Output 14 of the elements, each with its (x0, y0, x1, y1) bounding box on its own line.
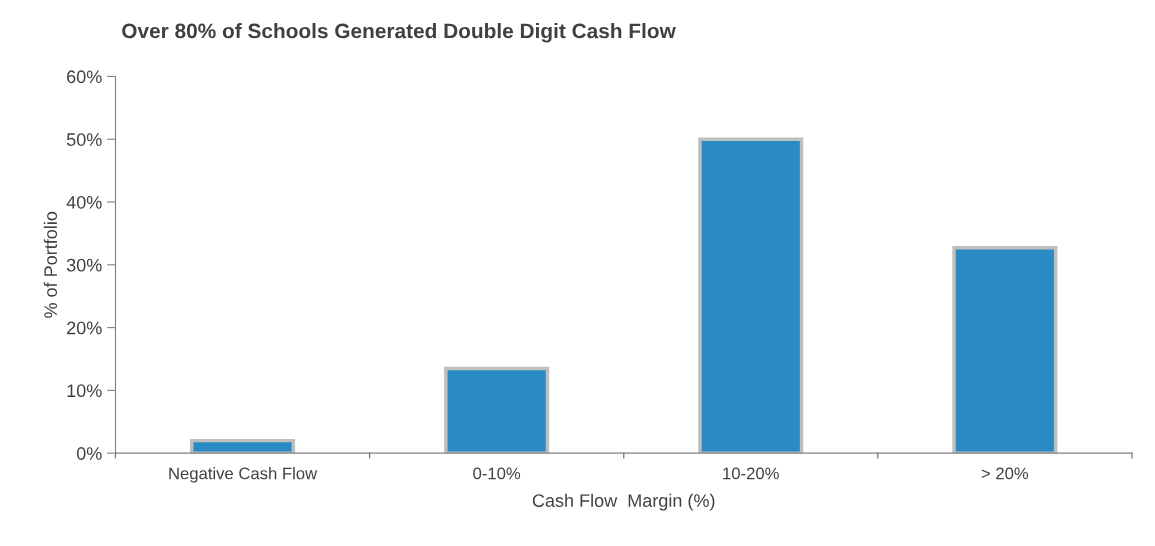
y-tick-label: 10% (67, 384, 102, 398)
y-tick-label: 0% (76, 447, 102, 460)
y-tick-label: 50% (66, 133, 102, 146)
x-tick-label: Negative Cash Flow (169, 467, 318, 483)
x-tick-label: > 20% (981, 467, 1029, 480)
x-axis-title: Cash Flow Margin (%) (532, 493, 715, 511)
x-tick-label: 0-10% (473, 467, 521, 480)
chart-title: Over 80% of Schools Generated Double Digit Cash Flow (122, 23, 676, 43)
y-tick-label: 20% (67, 321, 102, 335)
y-tick-label: 40% (66, 195, 102, 209)
y-tick-label: 60% (67, 70, 102, 84)
y-axis-title: % of Portfolio (43, 211, 58, 318)
y-tick-label: 30% (66, 258, 102, 272)
x-tick-label: 10-20% (723, 467, 779, 480)
